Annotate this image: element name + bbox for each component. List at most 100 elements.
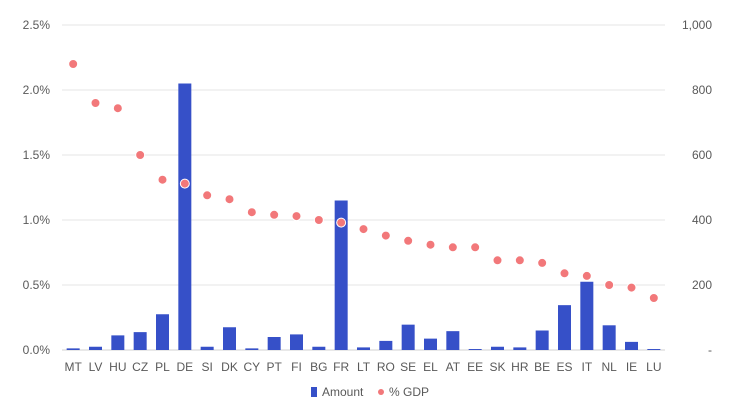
bar-cz [133, 332, 147, 350]
x-tick-label-el: EL [423, 360, 438, 374]
x-tick-label-nl: NL [601, 360, 617, 374]
x-tick-label-be: BE [534, 360, 550, 374]
point-cy [246, 207, 257, 218]
point-si [202, 190, 213, 201]
y-right-tick-label: 800 [692, 83, 712, 97]
x-tick-label-bg: BG [310, 360, 327, 374]
x-tick-label-fi: FI [291, 360, 302, 374]
x-tick-label-cy: CY [243, 360, 260, 374]
y-left-tick-label: 1.5% [23, 148, 51, 162]
point-lt [358, 224, 369, 235]
x-tick-label-se: SE [400, 360, 416, 374]
point-nl [604, 280, 615, 290]
x-tick-label-at: AT [446, 360, 461, 374]
x-tick-label-cz: CZ [132, 360, 148, 374]
point-lv [90, 98, 101, 108]
x-tick-label-hu: HU [109, 360, 126, 374]
x-tick-label-ie: IE [626, 360, 637, 374]
legend-label-gdp: % GDP [389, 385, 429, 399]
x-tick-label-pl: PL [155, 360, 170, 374]
bar-fr [334, 200, 348, 350]
bar-pl [156, 314, 169, 350]
bar-pt [267, 337, 281, 350]
point-ee [470, 242, 481, 253]
y-left-tick-label: 0.5% [23, 278, 51, 292]
point-fi [291, 211, 302, 222]
legend-swatch-amount [311, 387, 317, 397]
x-tick-label-es: ES [556, 360, 572, 374]
bar-mt [66, 348, 80, 350]
point-fr [336, 217, 347, 228]
bar-el [424, 338, 437, 350]
point-ie [626, 282, 637, 293]
point-sk [492, 255, 503, 266]
legend-swatch-gdp [378, 389, 384, 395]
amount-bars [66, 83, 661, 350]
legend-label-amount: Amount [322, 385, 364, 399]
point-ro [380, 230, 391, 241]
y-left-tick-label: 0.0% [23, 343, 51, 357]
bar-si [200, 346, 214, 350]
x-tick-label-pt: PT [266, 360, 282, 374]
x-tick-label-lu: LU [646, 360, 661, 374]
bar-at [446, 331, 460, 350]
y-left-tick-label: 1.0% [23, 213, 51, 227]
point-pt [269, 209, 280, 220]
bar-bg [312, 346, 326, 350]
point-el [425, 239, 436, 250]
bar-se [401, 324, 415, 350]
x-tick-label-fr: FR [333, 360, 349, 374]
bar-lu [647, 349, 661, 350]
bar-de [178, 83, 192, 350]
point-at [447, 242, 458, 253]
x-tick-label-ro: RO [377, 360, 395, 374]
x-axis: MT LV HU CZ PL DE SI DK CY PT FI BG FR LT RO SE EL AT EE SK… [65, 360, 662, 374]
bar-it [580, 281, 594, 350]
bar-hu [111, 335, 125, 350]
bar-dk [223, 327, 236, 350]
bar-ie [625, 341, 638, 350]
gdp-points [68, 59, 659, 303]
bar-sk [491, 346, 504, 350]
x-tick-label-it: IT [581, 360, 592, 374]
bar-nl [602, 325, 616, 350]
x-tick-label-sk: SK [489, 360, 505, 374]
x-tick-label-ee: EE [467, 360, 483, 374]
legend: Amount % GDP [311, 385, 429, 399]
point-es [559, 268, 570, 279]
point-cz [135, 150, 146, 160]
x-tick-label-hr: HR [511, 360, 529, 374]
x-tick-label-de: DE [176, 360, 193, 374]
y-right-tick-label: 400 [692, 213, 712, 227]
point-hu [112, 103, 123, 114]
bar-lv [89, 346, 102, 350]
y-right-tick-label: 600 [692, 148, 712, 162]
point-mt [68, 59, 79, 69]
gridlines [62, 24, 665, 351]
bar-lt [357, 347, 370, 350]
bar-ro [379, 340, 393, 350]
x-tick-label-dk: DK [221, 360, 238, 374]
bar-es [558, 305, 571, 350]
point-bg [313, 215, 324, 225]
y-right-tick-label: 1,000 [682, 18, 712, 32]
y-right-tick-label: - [708, 343, 712, 357]
point-de [179, 178, 190, 189]
y-right-tick-label: 200 [692, 278, 712, 292]
x-tick-label-lv: LV [89, 360, 103, 374]
bar-be [535, 330, 549, 350]
x-tick-label-lt: LT [357, 360, 371, 374]
point-be [537, 257, 548, 268]
point-pl [157, 174, 168, 185]
bar-ee [468, 349, 482, 350]
right-axis: - 200 400 600 800 1,000 [682, 18, 712, 357]
point-lu [648, 293, 659, 303]
bar-fi [290, 334, 303, 350]
bar-hr [513, 347, 527, 350]
point-hr [514, 255, 525, 266]
y-left-tick-label: 2.5% [23, 18, 51, 32]
bar-cy [245, 348, 259, 350]
x-tick-label-si: SI [201, 360, 212, 374]
